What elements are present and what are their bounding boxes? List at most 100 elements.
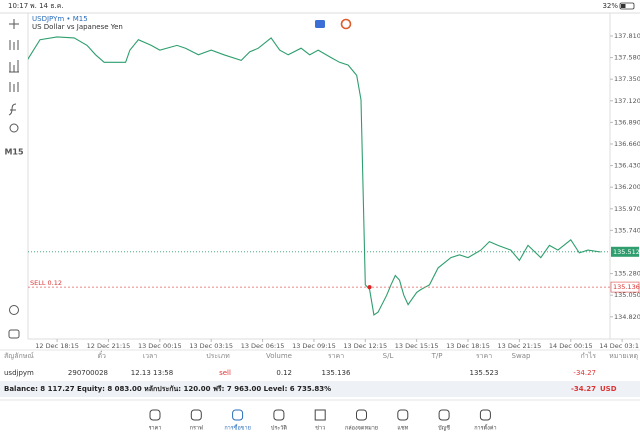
table-header: เวลา [143, 352, 158, 360]
nav-item[interactable]: ราคา [149, 409, 162, 432]
y-tick-label: 136.200 [614, 183, 640, 191]
x-tick-label: 13 Dec 00:15 [138, 342, 182, 350]
y-tick-label: 137.810 [614, 32, 640, 40]
balance-summary: Balance: 8 117.27 Equity: 8 083.00 หลักป… [4, 385, 331, 393]
summary-bar [0, 381, 640, 397]
x-tick-label: 13 Dec 15:15 [395, 342, 439, 350]
table-header: ราคา [328, 352, 344, 360]
nav-icon[interactable] [438, 409, 450, 421]
nav-icon[interactable] [356, 409, 367, 421]
y-tick-label: 137.350 [614, 75, 640, 83]
axes: 137.810 137.580 137.350 137.120 136.890 136.6… [30, 32, 640, 350]
y-tick-label: 137.580 [614, 54, 640, 62]
current-price-tag [611, 246, 639, 257]
x-tick-label: 13 Dec 09:15 [292, 342, 336, 350]
table-header: T/P [431, 352, 443, 360]
objects-tool[interactable] [9, 82, 19, 92]
table-cell[interactable]: usdjpym [4, 369, 34, 377]
nav-item[interactable]: ประวัติ [271, 409, 287, 432]
crosshair-tool[interactable] [9, 19, 19, 29]
nav-label[interactable]: กราฟ [190, 425, 203, 432]
function-tool[interactable] [8, 103, 17, 116]
table-header: ตั๋ว [98, 351, 107, 360]
left-toolbar[interactable] [8, 19, 20, 339]
order-entry-point [367, 285, 372, 290]
y-tick-label: 135.050 [614, 291, 640, 299]
nav-icon[interactable] [273, 409, 285, 421]
battery-icon [619, 2, 635, 10]
nav-icon[interactable] [397, 409, 409, 421]
nav-label[interactable]: ประวัติ [271, 425, 287, 432]
table-cell[interactable]: 12.13 13:58 [131, 369, 173, 377]
chart-title: USDJPYm • M15 [32, 15, 88, 23]
nav-label[interactable]: บัญชี [438, 425, 450, 432]
bottom-nav: ราคา กราฟ การซื้อขาย ประวัติ ข่าว กล่องจดหมาย… [149, 409, 497, 432]
table-header: Swap [512, 352, 531, 360]
timeframe-button[interactable]: M15 [4, 148, 24, 157]
table-cell[interactable]: 135.523 [470, 369, 499, 377]
current-price-label: 135.512 [613, 248, 640, 256]
trade-tool[interactable] [8, 329, 20, 339]
nav-label[interactable]: การตั้งค่า [474, 424, 496, 432]
table-header: S/L [383, 352, 394, 360]
y-tick-label: 137.120 [614, 97, 640, 105]
y-tick-label: 135.740 [614, 226, 640, 234]
nav-label[interactable]: การซื้อขาย [224, 424, 250, 432]
x-tick-label: 14 Dec 00:15 [549, 342, 593, 350]
nav-icon[interactable] [232, 409, 244, 421]
table-header: กำไร [581, 351, 597, 360]
table-header: Volume [266, 352, 292, 360]
nav-icon[interactable] [190, 409, 202, 421]
table-cell[interactable]: sell [219, 369, 231, 377]
nav-item[interactable]: ข่าว [314, 409, 326, 432]
nav-label[interactable]: ราคา [149, 426, 162, 432]
currency: USD [600, 385, 617, 393]
zoom-tool[interactable] [9, 305, 19, 315]
nav-item[interactable]: บัญชี [438, 409, 450, 432]
nav-item[interactable]: แชท [397, 409, 409, 432]
indicators-tool[interactable] [9, 60, 19, 73]
status-battery: 32% [602, 2, 618, 10]
x-tick-label: 13 Dec 03:15 [189, 342, 233, 350]
total-profit: -34.27 [571, 385, 596, 393]
nav-item[interactable]: การซื้อขาย [224, 409, 251, 432]
one-click-trade-button[interactable] [315, 20, 325, 28]
nav-icon[interactable] [149, 409, 161, 421]
table-header: ราคา [476, 352, 492, 360]
shapes-tool[interactable] [9, 123, 19, 133]
table-header: ประเภท [206, 352, 230, 360]
nav-label[interactable]: กล่องจดหมาย [345, 426, 378, 432]
plot-area [28, 36, 610, 316]
x-tick-label: 13 Dec 18:15 [446, 342, 490, 350]
nav-label[interactable]: แชท [397, 425, 408, 432]
table-header: หมายเหตุ [609, 352, 638, 360]
table-cell[interactable]: -34.27 [573, 369, 596, 377]
table-cell[interactable]: 290700028 [68, 369, 108, 377]
battery-level [621, 4, 626, 8]
order-label: SELL 0.12 [30, 279, 62, 287]
y-tick-label: 134.820 [614, 313, 640, 321]
nav-icon[interactable] [314, 409, 326, 421]
signal-button[interactable] [340, 18, 352, 30]
y-tick-label: 136.660 [614, 140, 640, 148]
table-cell[interactable]: 135.136 [322, 369, 351, 377]
status-date: พ. 14 ธ.ค. [30, 2, 64, 10]
order-price-tag [610, 281, 640, 293]
table-header: สัญลักษณ์ [4, 352, 34, 360]
nav-label[interactable]: ข่าว [315, 426, 325, 432]
x-tick-label: 12 Dec 21:15 [87, 342, 131, 350]
nav-item[interactable]: กราฟ [190, 409, 203, 432]
x-tick-label: 14 Dec 03:1 [599, 342, 639, 350]
status-time: 10:17 [8, 2, 28, 10]
table-cell[interactable]: 0.12 [276, 369, 292, 377]
price-line [28, 36, 601, 316]
x-tick-label: 13 Dec 21:15 [498, 342, 542, 350]
nav-item[interactable]: การตั้งค่า [474, 409, 497, 432]
x-tick-label: 12 Dec 18:15 [35, 342, 79, 350]
chart-type-tool[interactable] [9, 40, 19, 50]
y-tick-label: 135.970 [614, 205, 640, 213]
order-price-label: 135.136 [613, 283, 640, 291]
nav-icon[interactable] [479, 409, 491, 421]
nav-item[interactable]: กล่องจดหมาย [345, 409, 378, 432]
